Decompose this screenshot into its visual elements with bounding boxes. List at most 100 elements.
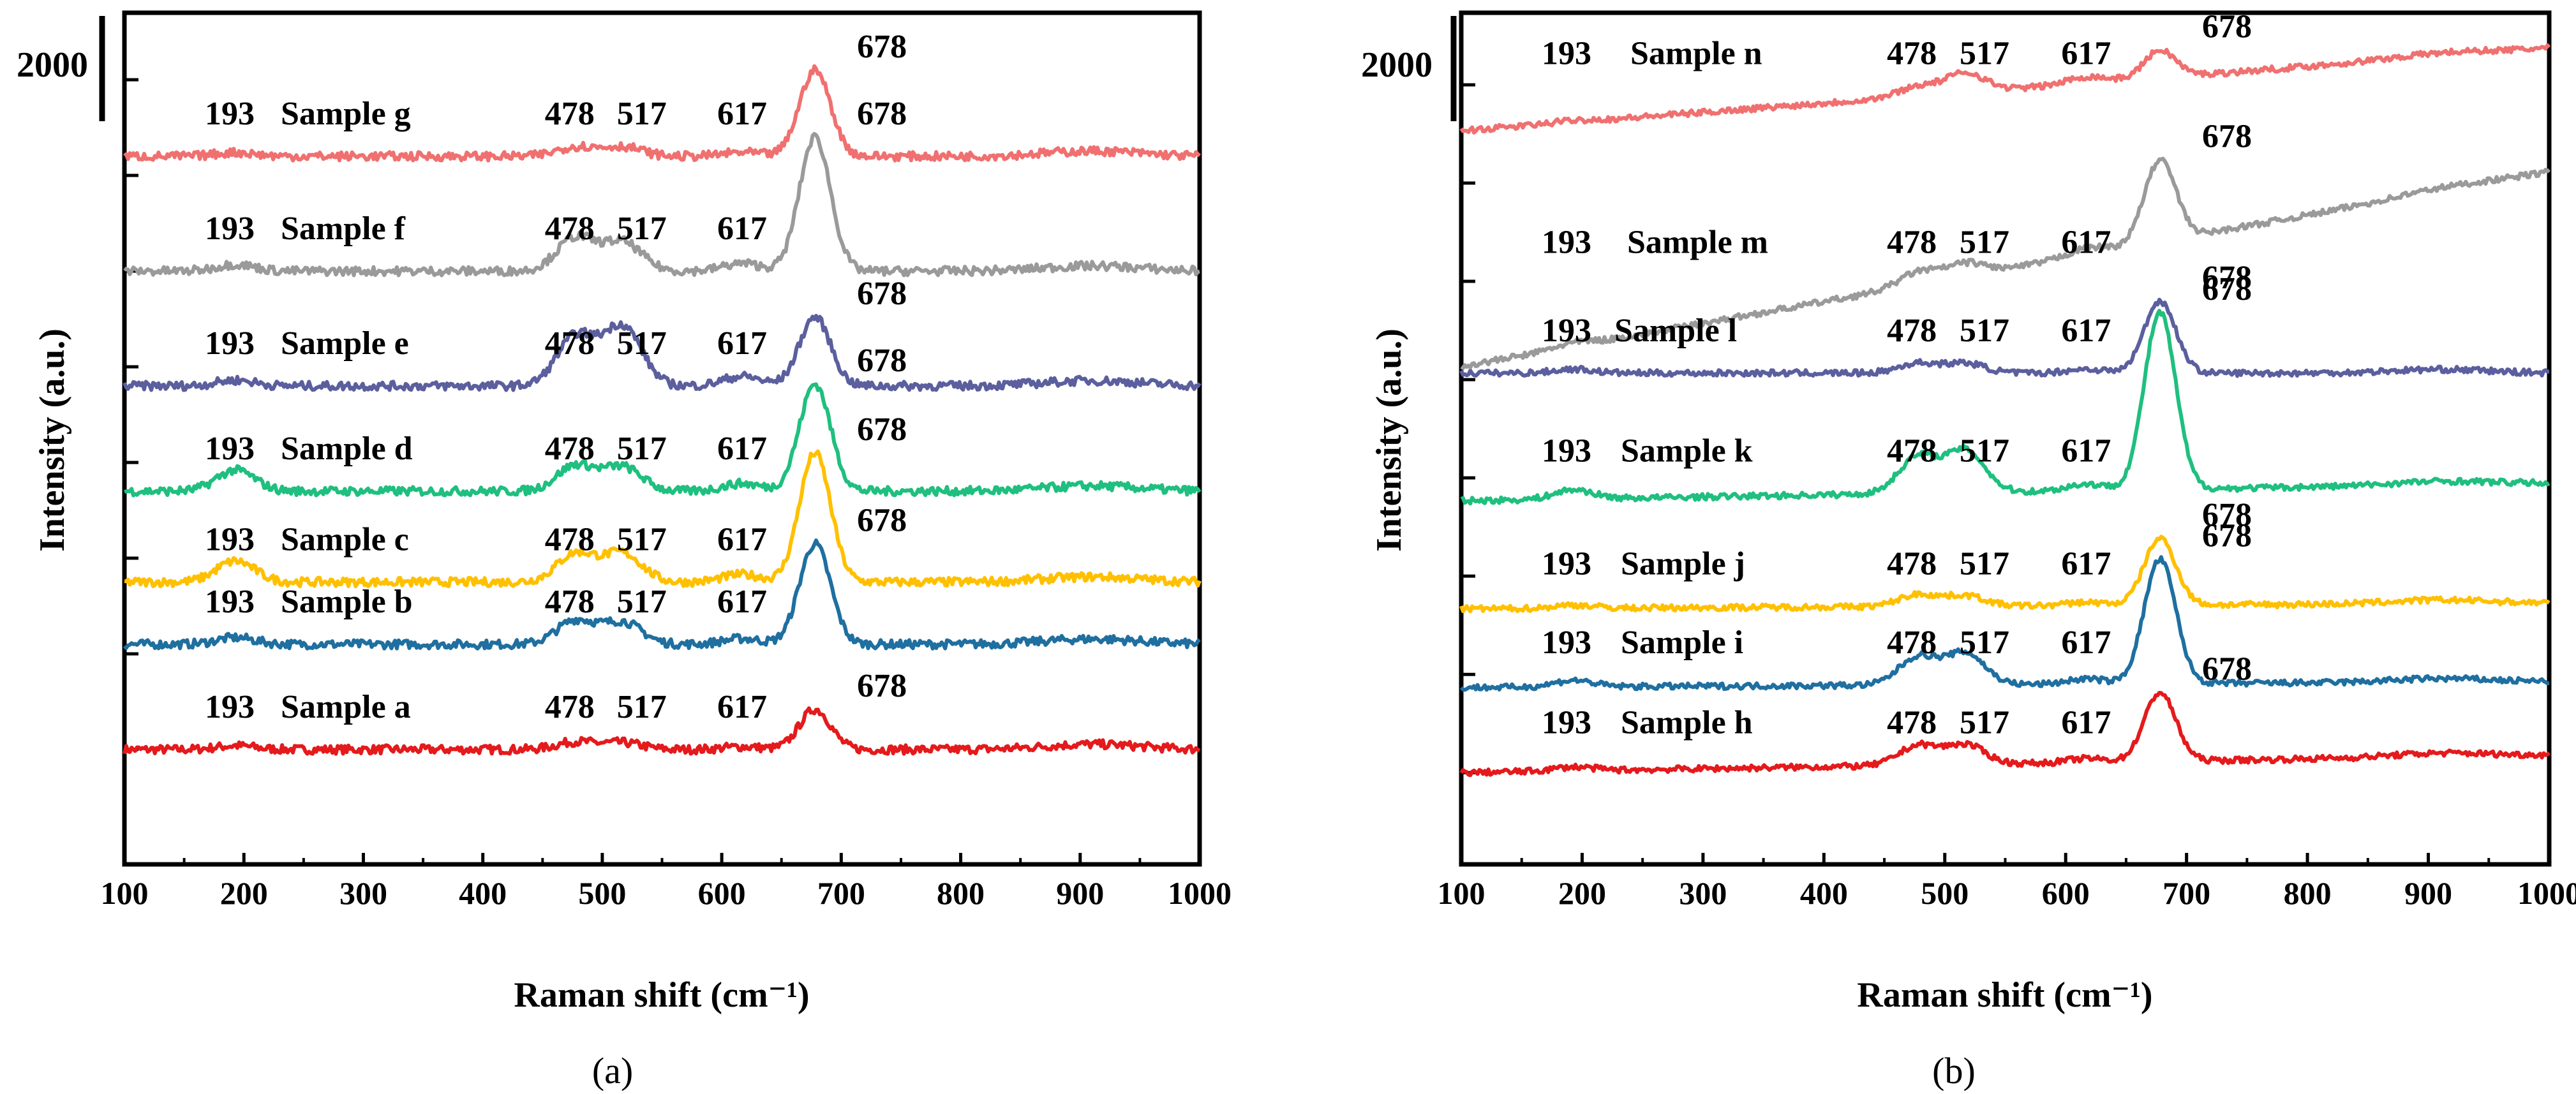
peak-label: 517 xyxy=(617,211,667,247)
peak-label: 478 xyxy=(1887,313,1937,349)
peak-label: 193 xyxy=(1542,224,1591,260)
peak-label: 517 xyxy=(617,522,667,558)
x-tick-label: 400 xyxy=(1800,875,1848,911)
peak-label: 617 xyxy=(2061,625,2111,661)
scale-bar-label: 2000 xyxy=(17,45,88,85)
peak-label: 478 xyxy=(545,211,595,247)
x-tick-label: 900 xyxy=(2404,875,2452,911)
peak-label: 517 xyxy=(617,689,667,725)
x-tick-label: 300 xyxy=(339,875,387,911)
peak-label: 678 xyxy=(2202,518,2252,554)
peak-label: 517 xyxy=(1960,224,2009,260)
peak-label: 517 xyxy=(1960,313,2009,349)
y-axis-label: Intensity (a.u.) xyxy=(1369,329,1409,552)
peak-label: 478 xyxy=(545,522,595,558)
peak-label: 678 xyxy=(857,276,907,312)
series-name-label: Sample d xyxy=(281,431,413,467)
peak-label: 517 xyxy=(617,96,667,132)
peak-label: 193 xyxy=(1542,625,1591,661)
series-line xyxy=(1459,43,2551,135)
x-tick-label: 600 xyxy=(2042,875,2090,911)
peak-label: 193 xyxy=(1542,313,1591,349)
series-name-label: Sample k xyxy=(1621,432,1753,469)
peak-label: 193 xyxy=(205,96,255,132)
series-line xyxy=(1460,309,2550,506)
series-line xyxy=(1459,691,2551,778)
series-line xyxy=(1459,555,2550,692)
series-line xyxy=(1459,535,2550,614)
peak-label: 617 xyxy=(2061,432,2111,469)
series-name-label: Sample m xyxy=(1627,224,1768,260)
peak-label: 517 xyxy=(1960,546,2009,582)
series-line xyxy=(123,131,1200,277)
x-tick-label: 100 xyxy=(1438,875,1485,911)
peak-label: 617 xyxy=(2061,224,2111,260)
peak-label: 617 xyxy=(717,431,767,467)
series-line xyxy=(124,449,1202,589)
peak-label: 678 xyxy=(2202,260,2252,296)
x-tick-label: 500 xyxy=(1921,875,1969,911)
series-name-label: Sample a xyxy=(281,689,411,725)
series-name-label: Sample e xyxy=(281,325,409,362)
panel-b: 2000 100 200 300 400 500 600 700 800 900 1000 Sam… xyxy=(1361,9,2576,1091)
series-line xyxy=(1460,156,2551,370)
x-ticks: 100 200 300 400 500 600 700 800 900 1000 xyxy=(101,853,1232,911)
peak-label: 517 xyxy=(617,584,667,620)
scale-bar-label: 2000 xyxy=(1361,45,1433,85)
x-tick-label: 1000 xyxy=(2517,875,2576,911)
peak-label: 193 xyxy=(1542,546,1591,582)
series-name-label: Sample c xyxy=(281,522,409,558)
label-group: Sample h 193 478 517 617 678 Sample i 193 478 517… xyxy=(1542,9,2252,741)
peak-label: 617 xyxy=(2061,313,2111,349)
x-tick-label: 700 xyxy=(2163,875,2210,911)
peak-label: 193 xyxy=(1542,36,1591,72)
series-name-label: Sample i xyxy=(1621,625,1743,661)
series-line xyxy=(123,64,1201,163)
peak-label: 678 xyxy=(857,668,907,704)
peak-label: 193 xyxy=(205,211,255,247)
peak-label: 193 xyxy=(205,325,255,362)
peak-label: 678 xyxy=(2202,651,2252,688)
peak-label: 193 xyxy=(1542,432,1591,469)
peak-label: 193 xyxy=(205,431,255,467)
series-name-label: Sample b xyxy=(281,584,413,620)
peak-label: 678 xyxy=(857,343,907,379)
peak-label: 617 xyxy=(717,211,767,247)
series-line xyxy=(123,382,1202,498)
peak-label: 478 xyxy=(545,96,595,132)
peak-label: 517 xyxy=(1960,625,2009,661)
peak-label: 478 xyxy=(1887,36,1937,72)
peak-label: 678 xyxy=(2202,118,2252,154)
series-line xyxy=(123,538,1201,651)
series-name-label: Sample j xyxy=(1621,546,1745,582)
peak-label: 617 xyxy=(2061,705,2111,741)
peak-label: 478 xyxy=(1887,432,1937,469)
peak-label: 193 xyxy=(1542,705,1591,741)
series-name-label: Sample g xyxy=(281,96,411,132)
peak-label: 478 xyxy=(1887,224,1937,260)
series-name-label: Sample h xyxy=(1621,705,1753,741)
x-tick-label: 700 xyxy=(817,875,865,911)
x-tick-label: 800 xyxy=(937,875,985,911)
series-line xyxy=(123,314,1202,392)
peak-label: 617 xyxy=(717,522,767,558)
peak-label: 678 xyxy=(857,29,907,65)
peak-label: 678 xyxy=(857,411,907,448)
peak-label: 517 xyxy=(1960,705,2009,741)
x-ticks: 100 200 300 400 500 600 700 800 900 1000 xyxy=(1438,853,2576,911)
peak-label: 617 xyxy=(717,689,767,725)
peak-label: 678 xyxy=(857,96,907,132)
peak-label: 517 xyxy=(1960,36,2009,72)
x-tick-label: 600 xyxy=(698,875,746,911)
series-name-label: Sample n xyxy=(1630,36,1762,72)
series-line xyxy=(123,706,1201,756)
peak-label: 193 xyxy=(205,689,255,725)
x-tick-label: 900 xyxy=(1056,875,1104,911)
x-tick-label: 400 xyxy=(459,875,507,911)
series-name-label: Sample f xyxy=(281,211,406,247)
peak-label: 617 xyxy=(2061,546,2111,582)
peak-label: 478 xyxy=(1887,546,1937,582)
x-tick-label: 800 xyxy=(2284,875,2332,911)
peak-label: 617 xyxy=(717,325,767,362)
